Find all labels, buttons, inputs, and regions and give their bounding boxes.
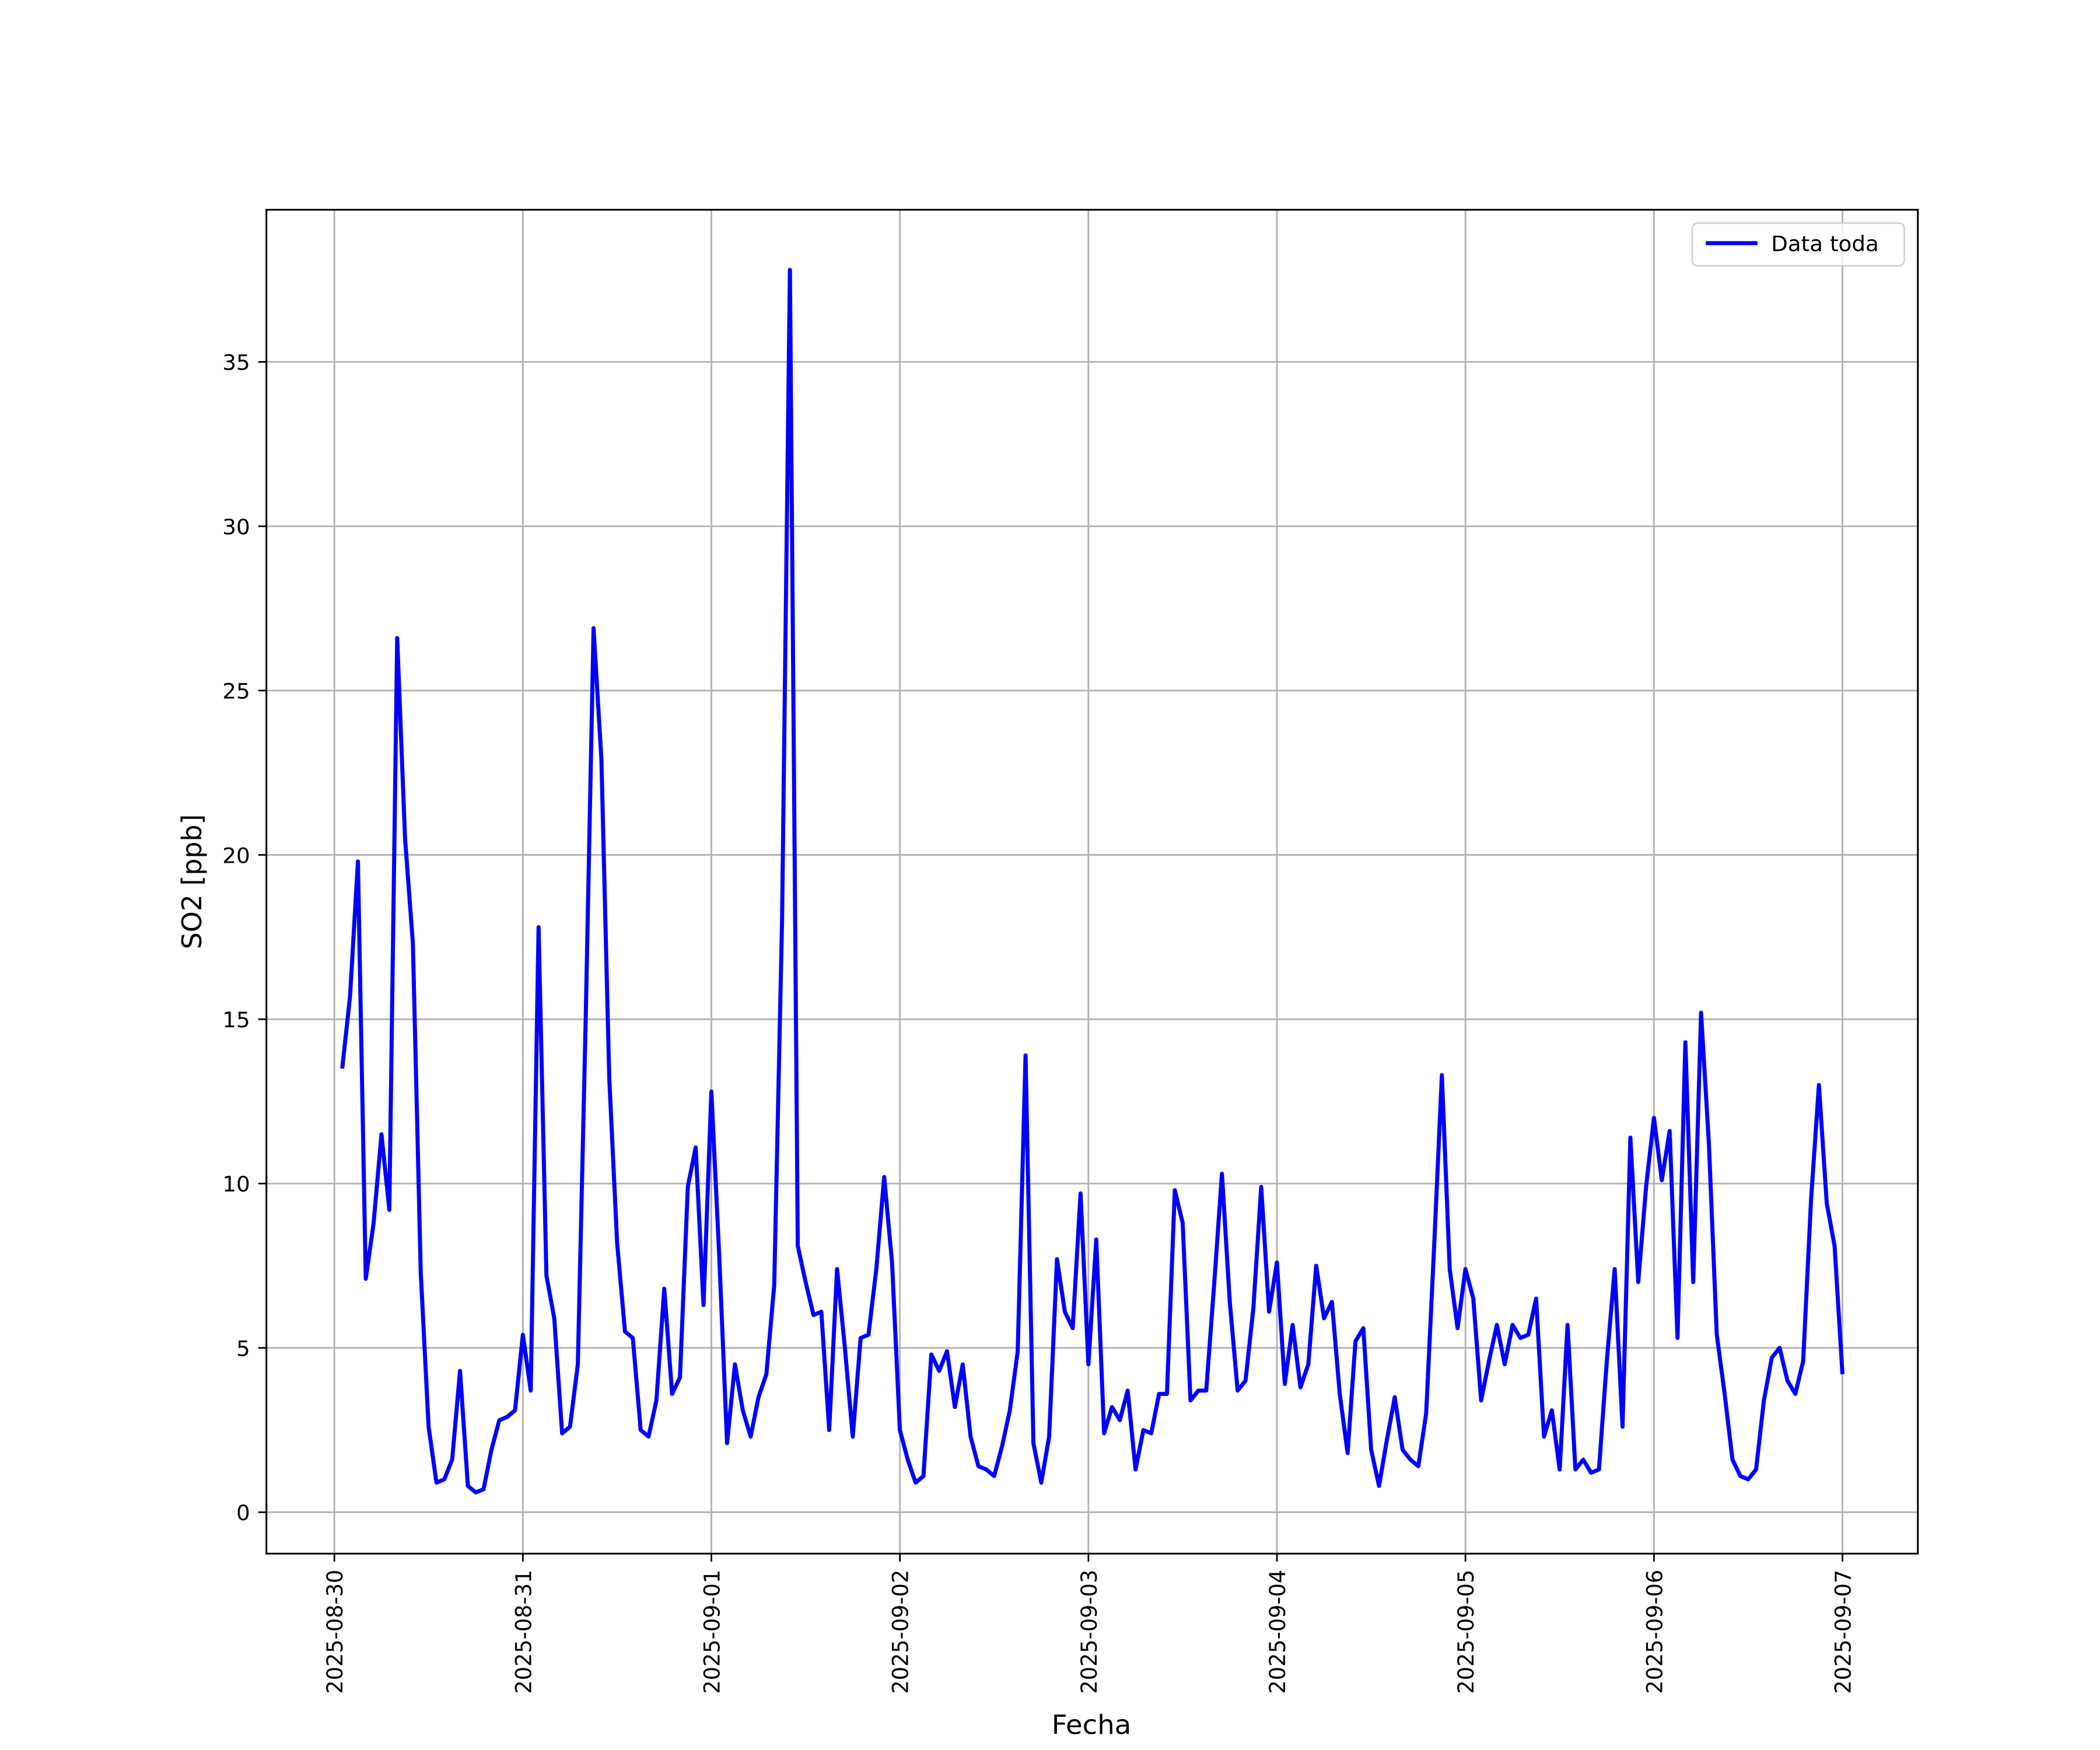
y-tick-label: 25: [222, 679, 250, 704]
y-tick-label: 0: [236, 1500, 250, 1525]
x-tick-label: 2025-09-04: [1265, 1570, 1290, 1694]
y-tick-label: 35: [222, 350, 250, 375]
x-axis-label: Fecha: [1052, 1709, 1132, 1741]
y-tick-label: 20: [222, 844, 250, 869]
y-tick-label: 10: [222, 1172, 250, 1197]
x-tick-label: 2025-09-02: [888, 1570, 913, 1694]
data-line: [340, 268, 1845, 1494]
x-tick-label: 2025-09-07: [1831, 1570, 1856, 1694]
x-tick-label: 2025-09-01: [699, 1570, 724, 1694]
x-tick-label: 2025-08-30: [323, 1570, 348, 1694]
y-axis-label: SO2 [ppb]: [176, 814, 207, 950]
x-tick-label: 2025-09-03: [1077, 1570, 1102, 1694]
y-tick-label: 30: [222, 514, 250, 540]
legend-label: Data toda: [1771, 232, 1879, 257]
x-tick-label: 2025-08-31: [511, 1570, 536, 1694]
y-tick-label: 5: [236, 1336, 250, 1362]
y-tick-label: 15: [222, 1007, 250, 1032]
x-tick-label: 2025-09-06: [1642, 1570, 1667, 1694]
x-tick-label: 2025-09-05: [1454, 1570, 1479, 1694]
legend-box: [1691, 222, 1905, 267]
plot-frame: [265, 209, 1919, 1555]
